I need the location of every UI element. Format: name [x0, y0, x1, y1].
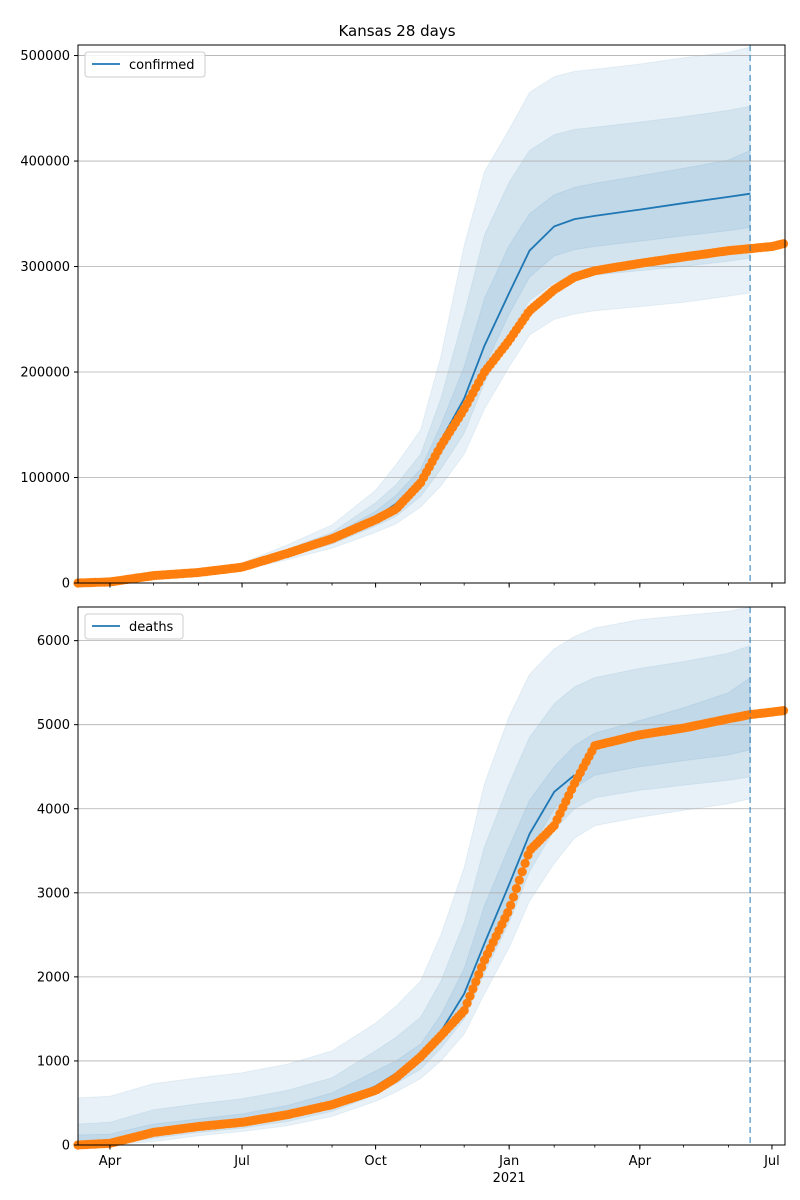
- confirmed-series: [73, 192, 789, 588]
- observed-point: [471, 977, 481, 987]
- observed-point: [517, 867, 527, 877]
- y-tick-label: 0: [62, 1139, 70, 1154]
- legend-label-deaths: deaths: [129, 620, 174, 635]
- x-tick-label: Oct: [364, 1154, 386, 1169]
- observed-point: [465, 991, 475, 1001]
- axes-frame: [77, 44, 786, 584]
- observed-point: [462, 998, 472, 1008]
- observed-point: [508, 892, 519, 902]
- y-tick-label: 200000: [20, 366, 70, 381]
- observed-point: [520, 858, 530, 869]
- y-tick-label: 4000: [37, 802, 70, 817]
- observed-point: [506, 900, 516, 911]
- y-tick-label: 100000: [20, 471, 70, 486]
- y-tick-label: 300000: [20, 260, 70, 275]
- y-tick-label: 2000: [37, 970, 70, 985]
- deaths-panel: 0 1000 2000 3000 4000 5000 6000 Apr Jul Oct Jan 202…: [37, 606, 789, 1186]
- y-tick-label: 3000: [37, 886, 70, 901]
- x-tick-label: Apr: [99, 1154, 122, 1169]
- confirmed-legend: confirmed: [84, 51, 206, 78]
- y-tick-label: 6000: [37, 634, 70, 649]
- deaths-legend: deaths: [84, 613, 184, 640]
- x-tick-label: Jan: [498, 1154, 519, 1169]
- observed-point: [503, 908, 513, 918]
- chart-title: Kansas 28 days: [338, 22, 455, 40]
- observed-point: [511, 884, 521, 894]
- observed-point: [477, 962, 487, 972]
- x-tick-label: Apr: [629, 1154, 652, 1169]
- deaths-series: [73, 706, 789, 1150]
- observed-point: [459, 1005, 469, 1016]
- y-tick-label: 400000: [20, 155, 70, 170]
- confirmed-bands: [77, 46, 751, 584]
- observed-point: [468, 984, 478, 994]
- deaths-axes: 0 1000 2000 3000 4000 5000 6000 Apr Jul Oct Jan 202…: [37, 606, 786, 1186]
- y-tick-label: 5000: [37, 718, 70, 733]
- observed-point: [778, 239, 789, 249]
- x-year-label: 2021: [493, 1171, 526, 1186]
- confirmed-axes: 0 100000 200000 300000 400000 500000: [20, 44, 786, 592]
- uncertainty-band-3: [77, 149, 751, 584]
- axes-frame: [77, 606, 786, 1146]
- legend-label-confirmed: confirmed: [129, 58, 195, 73]
- observed-point: [474, 969, 484, 980]
- uncertainty-band-2: [77, 105, 751, 584]
- legend-box: [84, 51, 206, 78]
- x-tick-label: Jul: [763, 1154, 780, 1169]
- x-tick-label: Jul: [233, 1154, 250, 1169]
- observed-point: [514, 875, 524, 885]
- y-tick-label: 1000: [37, 1054, 70, 1069]
- y-tick-label: 500000: [20, 49, 70, 64]
- confirmed-panel: 0 100000 200000 300000 400000 500000 confirme…: [20, 44, 789, 592]
- observed-point: [778, 706, 789, 716]
- legend-box: [84, 613, 184, 640]
- y-tick-label: 0: [62, 577, 70, 592]
